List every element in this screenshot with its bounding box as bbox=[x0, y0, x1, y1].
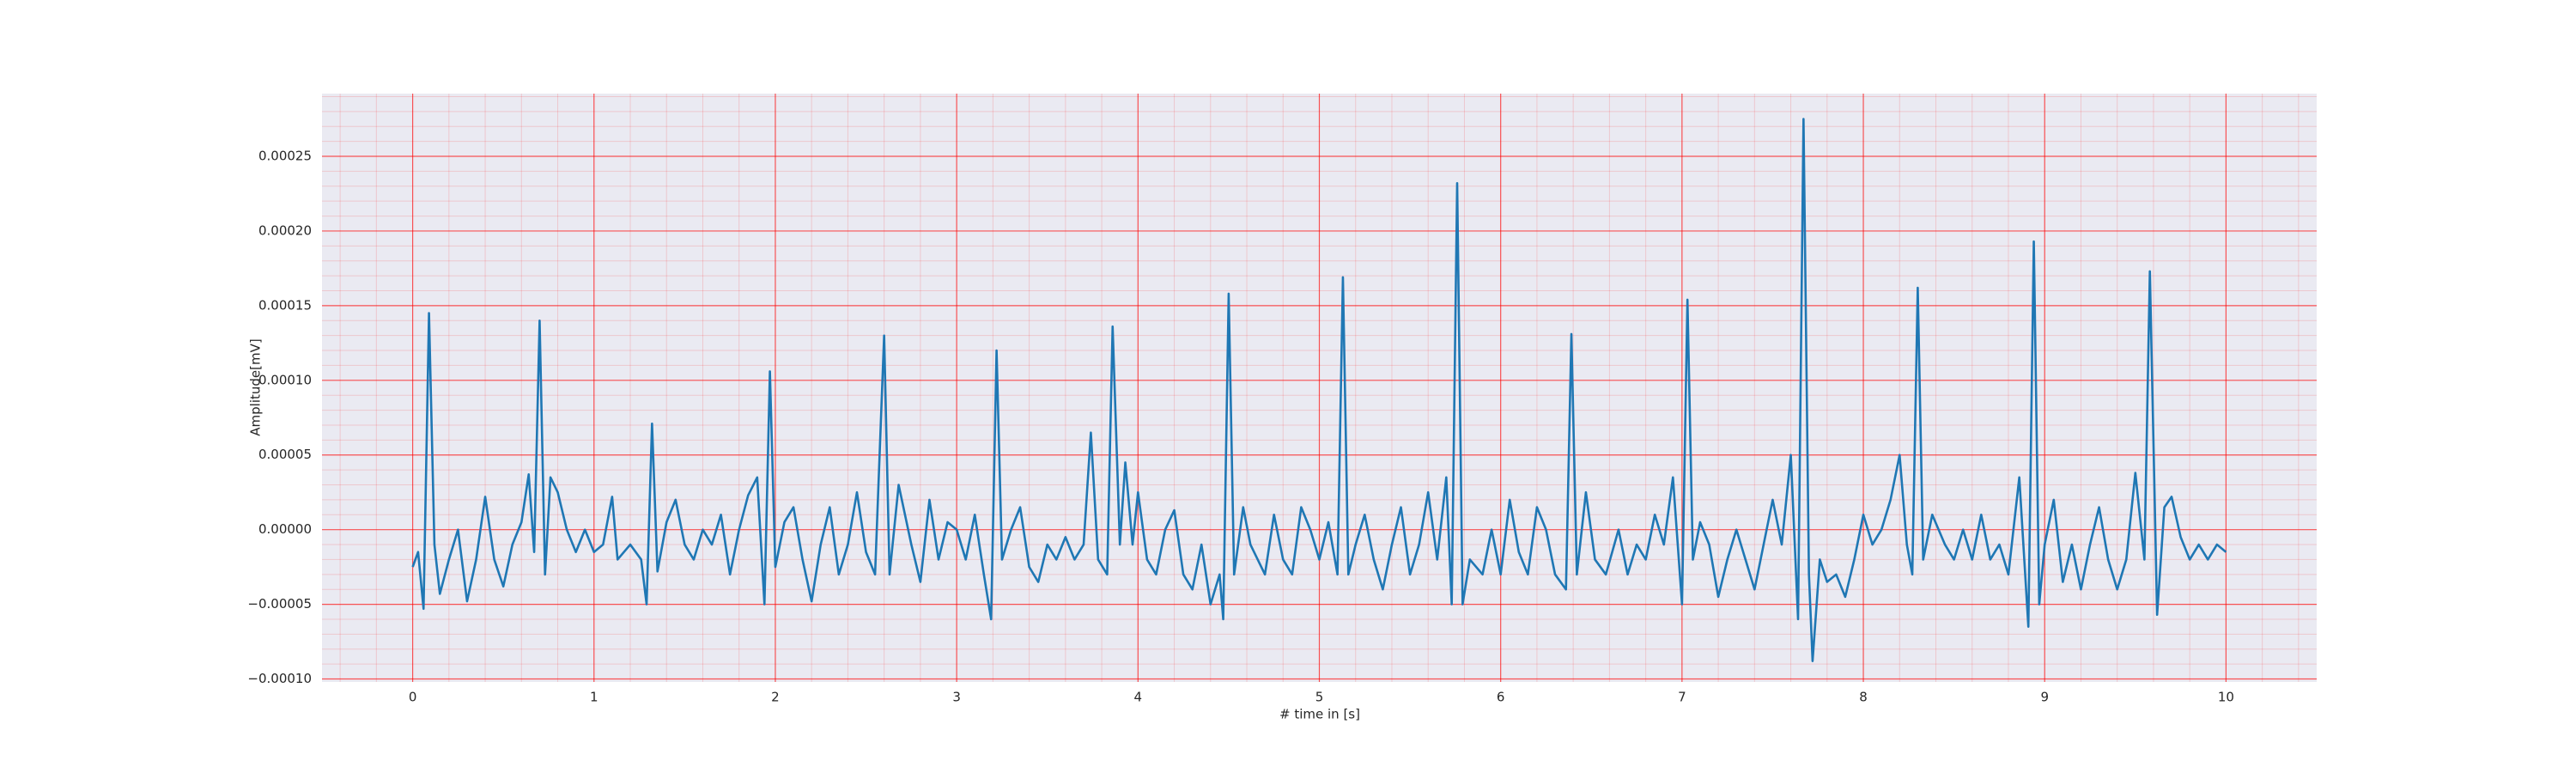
x-tick-label: 1 bbox=[590, 690, 598, 705]
x-tick-label: 0 bbox=[409, 690, 417, 705]
x-tick-label: 7 bbox=[1678, 690, 1686, 705]
y-tick-label: 0.00000 bbox=[258, 521, 312, 537]
x-tick-label: 4 bbox=[1134, 690, 1143, 705]
y-tick-label: 0.00005 bbox=[258, 447, 312, 462]
y-tick-label: 0.00025 bbox=[258, 149, 312, 164]
y-axis-label: Amplitude[mV] bbox=[248, 338, 264, 435]
y-tick-label: −0.00005 bbox=[247, 596, 312, 612]
y-tick-label: 0.00010 bbox=[258, 372, 312, 387]
x-axis-label: # time in [s] bbox=[1279, 707, 1360, 722]
y-tick-label: 0.00020 bbox=[258, 222, 312, 238]
line-series bbox=[411, 118, 2227, 662]
x-tick-label: 3 bbox=[952, 690, 961, 705]
x-tick-label: 2 bbox=[771, 690, 780, 705]
x-tick-label: 8 bbox=[1859, 690, 1868, 705]
x-tick-label: 6 bbox=[1497, 690, 1505, 705]
y-tick-label: −0.00010 bbox=[247, 671, 312, 686]
x-tick-label: 10 bbox=[2218, 690, 2234, 705]
x-tick-label: 5 bbox=[1315, 690, 1324, 705]
x-tick-label: 9 bbox=[2040, 690, 2049, 705]
y-tick-label: 0.00015 bbox=[258, 297, 312, 313]
